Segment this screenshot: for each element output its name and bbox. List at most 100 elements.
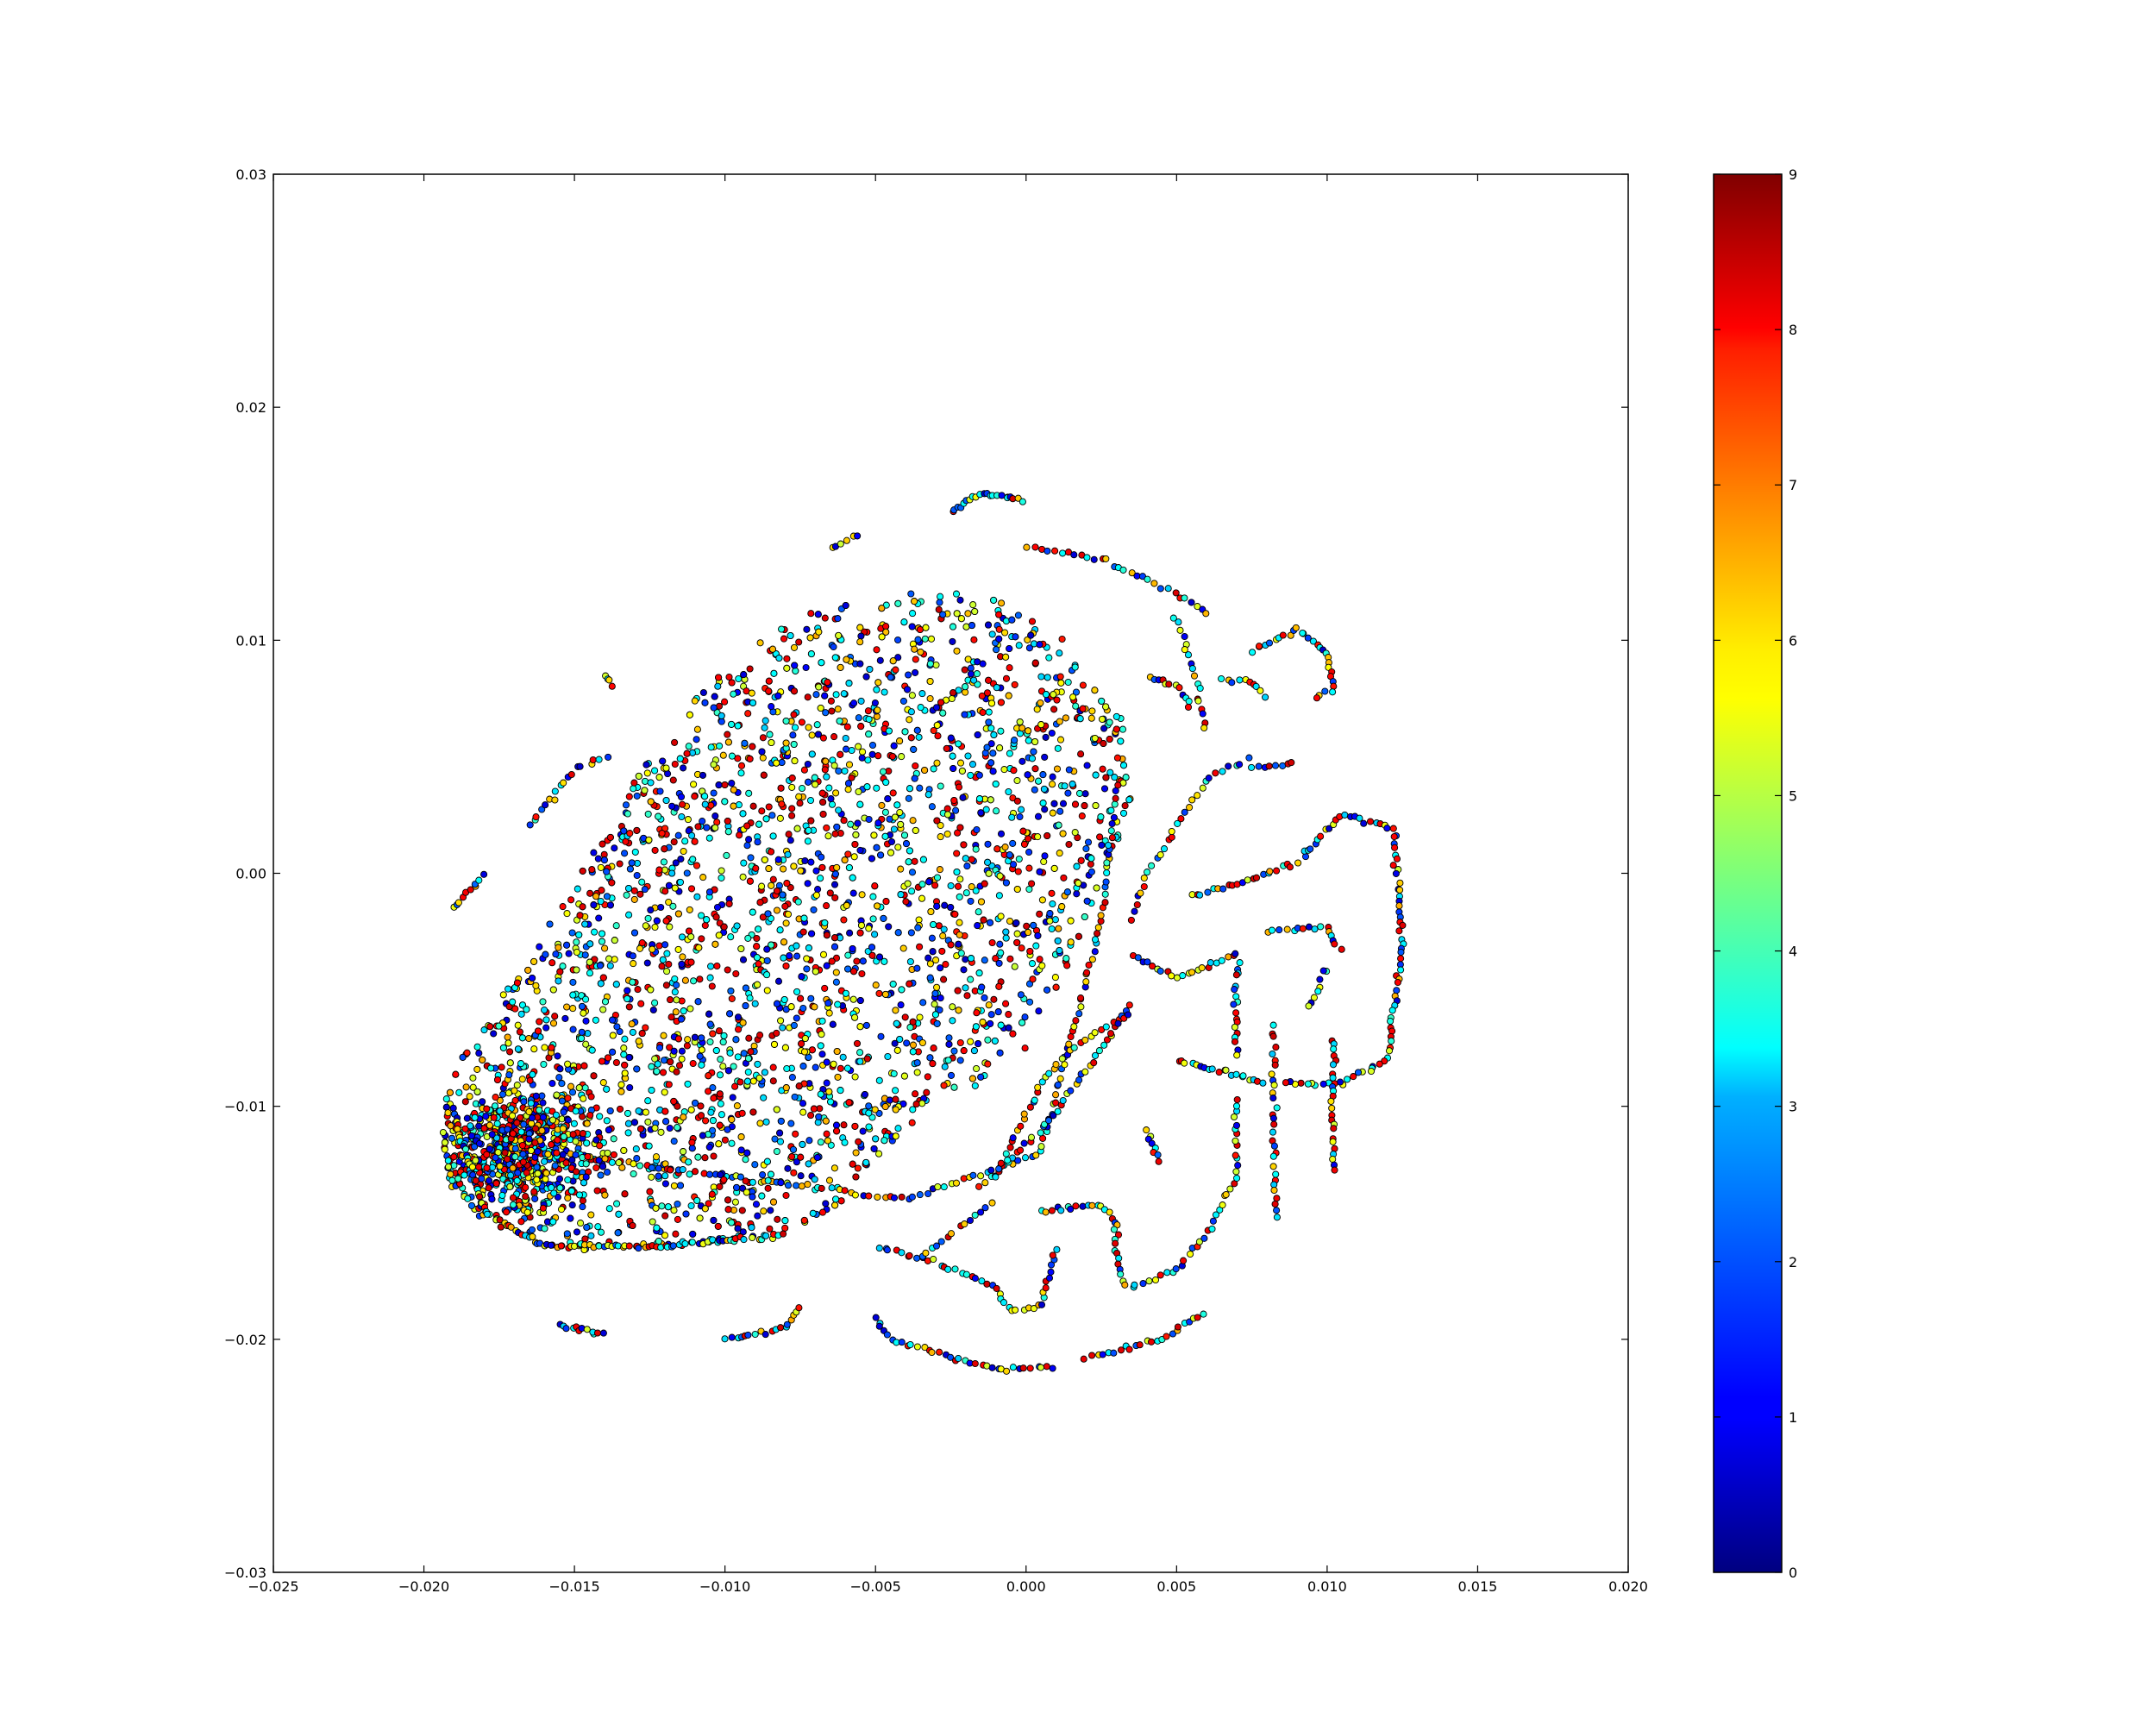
scatter-point	[1097, 813, 1105, 821]
scatter-point	[720, 1032, 728, 1039]
scatter-point	[643, 769, 651, 777]
scatter-point	[842, 989, 849, 997]
scatter-point	[1049, 781, 1056, 788]
scatter-point	[913, 1343, 921, 1351]
scatter-point	[873, 686, 881, 693]
scatter-point	[684, 1080, 692, 1088]
scatter-point	[906, 957, 914, 966]
scatter-point	[1103, 869, 1111, 877]
scatter-point	[1025, 928, 1032, 937]
scatter-point	[636, 1162, 644, 1170]
scatter-point	[800, 914, 808, 922]
scatter-point	[1231, 1038, 1239, 1045]
scatter-point	[874, 679, 882, 687]
scatter-point	[647, 798, 655, 806]
scatter-point	[731, 1082, 739, 1090]
scatter-point	[1271, 1200, 1279, 1208]
scatter-point	[1397, 955, 1405, 963]
scatter-point	[767, 848, 775, 856]
scatter-point	[947, 903, 955, 912]
scatter-point	[685, 743, 693, 750]
scatter-point	[617, 1081, 625, 1088]
scatter-point	[486, 1121, 493, 1129]
scatter-point	[956, 919, 963, 926]
scatter-point	[581, 951, 589, 959]
scatter-point	[746, 755, 754, 762]
scatter-point	[472, 1176, 479, 1184]
scatter-point	[738, 1109, 746, 1117]
scatter-point	[856, 660, 864, 668]
scatter-point	[949, 1017, 956, 1025]
scatter-point	[1262, 693, 1269, 701]
scatter-point	[776, 1138, 785, 1145]
scatter-point	[938, 947, 946, 955]
scatter-point	[711, 824, 719, 831]
scatter-point	[1236, 761, 1244, 768]
scatter-point	[1025, 737, 1032, 744]
scatter-point	[908, 869, 917, 876]
scatter-point	[663, 968, 671, 975]
scatter-point	[1112, 712, 1120, 720]
scatter-point	[988, 630, 996, 638]
scatter-point	[743, 1149, 751, 1157]
scatter-point	[896, 1035, 904, 1044]
scatter-point	[1058, 1055, 1066, 1063]
scatter-point	[485, 1176, 493, 1184]
scatter-point	[994, 1008, 1002, 1016]
scatter-point	[939, 611, 947, 618]
scatter-point	[818, 1208, 827, 1216]
scatter-point	[1013, 938, 1021, 946]
scatter-point	[605, 753, 612, 761]
scatter-point	[969, 601, 977, 609]
scatter-point	[669, 776, 677, 784]
scatter-point	[909, 1048, 917, 1056]
scatter-point	[1391, 844, 1399, 851]
scatter-point	[882, 623, 890, 630]
scatter-point	[827, 795, 835, 803]
scatter-point	[707, 801, 715, 809]
scatter-point	[1006, 851, 1013, 859]
scatter-point	[844, 786, 852, 794]
scatter-point	[698, 1034, 705, 1042]
scatter-point	[1090, 1059, 1098, 1067]
scatter-point	[796, 800, 804, 807]
scatter-point	[542, 801, 549, 809]
scatter-point	[878, 633, 886, 641]
scatter-point	[629, 1028, 636, 1036]
scatter-point	[559, 1125, 567, 1132]
scatter-point	[542, 1176, 549, 1183]
scatter-point	[787, 1003, 795, 1011]
scatter-point	[514, 1021, 522, 1029]
scatter-point	[767, 1170, 774, 1178]
scatter-point	[532, 982, 540, 989]
scatter-point	[773, 1029, 780, 1037]
scatter-point	[620, 827, 628, 835]
scatter-point	[926, 694, 934, 703]
scatter-point	[1053, 765, 1062, 773]
scatter-point	[530, 1045, 538, 1053]
scatter-point	[1060, 874, 1068, 881]
scatter-point	[1031, 765, 1039, 773]
scatter-point	[818, 1017, 826, 1025]
scatter-point	[1002, 1150, 1010, 1157]
scatter-point	[1314, 988, 1322, 995]
scatter-point	[840, 817, 848, 825]
scatter-point	[1270, 1082, 1278, 1089]
scatter-point	[676, 755, 684, 762]
scatter-point	[957, 615, 965, 623]
scatter-point	[914, 924, 922, 932]
scatter-point	[621, 1070, 629, 1077]
scatter-point	[728, 752, 736, 760]
scatter-point	[572, 1151, 580, 1159]
scatter-point	[734, 1053, 742, 1061]
scatter-point	[654, 1060, 661, 1068]
scatter-point	[1110, 1349, 1118, 1357]
scatter-point	[804, 1181, 812, 1189]
scatter-point	[955, 740, 962, 748]
scatter-point	[898, 1339, 906, 1346]
scatter-point	[1121, 802, 1129, 810]
scatter-point	[1232, 950, 1239, 957]
scatter-point	[1389, 825, 1397, 832]
scatter-point	[624, 1129, 632, 1137]
scatter-point	[1013, 930, 1021, 938]
